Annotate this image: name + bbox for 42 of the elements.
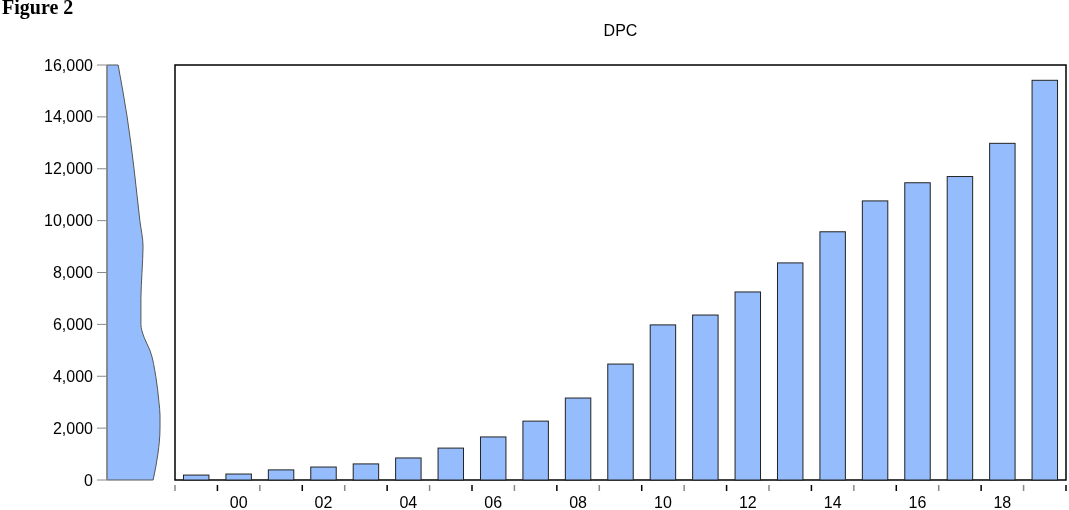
x-tick-label: 04 bbox=[399, 494, 418, 510]
bar bbox=[649, 324, 677, 481]
bar bbox=[819, 231, 846, 481]
y-tick-label: 10,000 bbox=[44, 212, 94, 230]
chart-title: DPC bbox=[603, 22, 638, 39]
x-tick-label: 10 bbox=[654, 494, 672, 510]
bar bbox=[776, 262, 804, 481]
bar bbox=[734, 291, 762, 481]
bar bbox=[861, 200, 889, 481]
bar bbox=[692, 314, 719, 481]
bar bbox=[437, 447, 465, 481]
y-tick-label: 6,000 bbox=[52, 315, 94, 333]
bar bbox=[564, 397, 592, 481]
bar bbox=[946, 176, 974, 481]
bar bbox=[225, 473, 252, 481]
y-tick-label: 4,000 bbox=[52, 367, 94, 385]
x-tick-label: 14 bbox=[823, 494, 842, 510]
bar bbox=[607, 363, 634, 481]
x-tick-label: 18 bbox=[993, 494, 1012, 510]
bar bbox=[267, 469, 295, 481]
caption: Figure 2 bbox=[2, 0, 74, 19]
y-tick-label: 16,000 bbox=[44, 56, 94, 74]
x-tick-label: 16 bbox=[908, 494, 927, 510]
bar bbox=[352, 463, 380, 481]
x-tick-label: 02 bbox=[314, 494, 333, 510]
y-tick-label: 0 bbox=[84, 471, 94, 489]
x-tick-label: 06 bbox=[484, 494, 503, 510]
bar bbox=[904, 182, 931, 481]
bar bbox=[182, 474, 210, 481]
y-tick-label: 2,000 bbox=[52, 419, 94, 437]
y-tick-label: 12,000 bbox=[44, 160, 94, 178]
y-tick-label: 8,000 bbox=[52, 264, 94, 282]
bar bbox=[479, 436, 507, 481]
x-tick-label: 00 bbox=[229, 494, 248, 510]
bar bbox=[1031, 79, 1059, 481]
bar bbox=[522, 420, 549, 481]
x-tick-label: 12 bbox=[738, 494, 757, 510]
x-tick-label: 08 bbox=[569, 494, 588, 510]
y-tick-label: 14,000 bbox=[44, 108, 94, 126]
bar bbox=[989, 142, 1016, 481]
bar bbox=[395, 457, 422, 481]
bar bbox=[310, 466, 337, 481]
